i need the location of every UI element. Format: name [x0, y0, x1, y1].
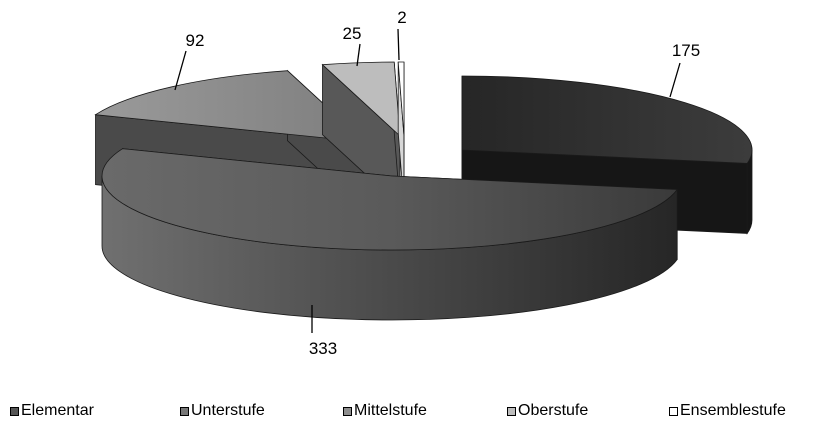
data-label-oberstufe: 25 [343, 24, 362, 43]
legend-label-oberstufe: Oberstufe [518, 402, 589, 419]
data-label-ensemblestufe: 2 [397, 8, 406, 27]
leader-line-elementar [669, 62, 681, 98]
legend-item-elementar: Elementar [10, 401, 94, 421]
legend-swatch-mittelstufe [343, 406, 352, 416]
slice-unterstufe [101, 148, 678, 321]
data-label-mittelstufe: 92 [186, 31, 205, 50]
legend-item-mittelstufe: Mittelstufe [343, 401, 427, 421]
pie-chart-plot: 175 333 92 25 2 [94, 8, 753, 358]
legend-item-ensemblestufe: Ensemblestufe [669, 401, 786, 421]
slice-mittelstufe-top [94, 70, 367, 143]
slice-ensemblestufe-top [397, 61, 405, 137]
legend-swatch-unterstufe [180, 406, 189, 416]
leader-line-ensemblestufe [397, 28, 400, 61]
legend-label-unterstufe: Unterstufe [191, 402, 265, 419]
data-label-unterstufe: 333 [309, 339, 337, 358]
slice-unterstufe-top [101, 148, 678, 251]
legend-item-oberstufe: Oberstufe [507, 401, 588, 421]
leader-line-mittelstufe [174, 50, 187, 91]
legend-swatch-elementar [10, 406, 19, 416]
slice-elementar-top [461, 75, 753, 164]
data-label-elementar: 175 [672, 41, 700, 60]
chart-legend: Elementar Unterstufe Mittelstufe Oberstufe E… [10, 401, 810, 423]
legend-swatch-ensemblestufe [669, 406, 678, 416]
legend-item-unterstufe: Unterstufe [180, 401, 265, 421]
leader-line-oberstufe [356, 43, 361, 67]
legend-label-mittelstufe: Mittelstufe [354, 402, 427, 419]
legend-swatch-oberstufe [507, 406, 516, 416]
legend-label-ensemblestufe: Ensemblestufe [680, 402, 786, 419]
legend-label-elementar: Elementar [21, 402, 94, 419]
